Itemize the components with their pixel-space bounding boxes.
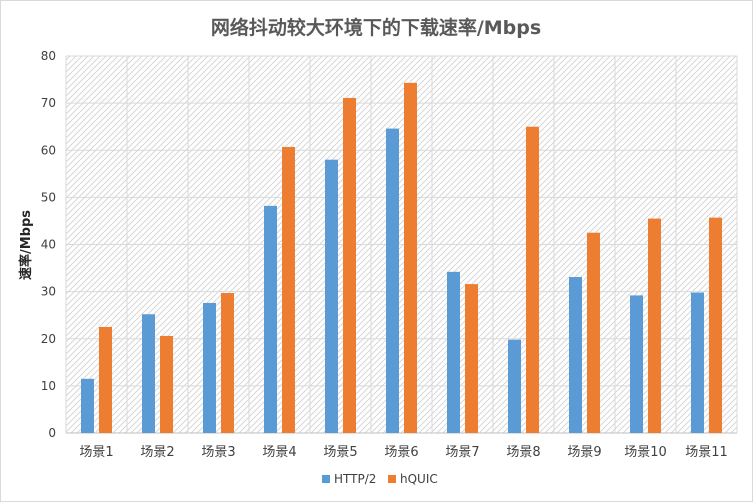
x-tick-label: 场景8 (506, 445, 540, 460)
bar-hquic (282, 146, 295, 434)
x-axis-ticks: 场景1 场景2 场景3 场景4 场景5 场景6 场景7 场景8 场景9 场景10 场景11 (79, 445, 727, 460)
bar-hquic (343, 97, 356, 433)
bar-http2 (142, 314, 155, 433)
bar-http2 (325, 159, 338, 434)
x-tick-label: 场景9 (567, 445, 601, 460)
bar-hquic (404, 82, 417, 433)
x-tick-label: 场景11 (685, 445, 728, 460)
x-tick-label: 场景5 (323, 445, 357, 460)
y-tick-label: 50 (41, 190, 56, 204)
y-axis-ticks: 0 10 20 30 40 50 60 70 80 (41, 49, 56, 440)
bar-http2 (569, 277, 582, 433)
bar-http2 (691, 292, 704, 433)
x-tick-label: 场景4 (262, 445, 296, 460)
y-tick-label: 40 (41, 238, 56, 252)
legend-swatch (322, 475, 330, 483)
x-tick-label: 场景7 (445, 445, 479, 460)
y-tick-label: 20 (41, 332, 56, 346)
bar-http2 (630, 295, 643, 433)
legend-swatch (388, 475, 396, 483)
x-tick-label: 场景1 (79, 445, 113, 460)
bar-http2 (447, 271, 460, 433)
bar-hquic (648, 218, 661, 433)
bar-hquic (99, 326, 112, 433)
x-tick-label: 场景10 (624, 445, 667, 460)
legend-label: HTTP/2 (334, 472, 376, 486)
x-tick-label: 场景3 (201, 445, 235, 460)
bars (81, 82, 722, 434)
y-tick-label: 70 (41, 96, 56, 110)
legend: HTTP/2 hQUIC (322, 472, 438, 486)
gridlines (65, 55, 738, 434)
bar-http2 (386, 128, 399, 433)
bar-http2 (203, 302, 216, 433)
bar-hquic (587, 232, 600, 433)
bar-hquic (526, 126, 539, 433)
bar-http2 (508, 339, 521, 433)
bar-http2 (264, 205, 277, 433)
bar-hquic (709, 217, 722, 433)
y-tick-label: 80 (41, 49, 56, 63)
bar-hquic (221, 293, 234, 433)
bar-http2 (81, 378, 94, 433)
y-axis-label: 速率/Mbps (18, 210, 34, 280)
bar-hquic (465, 284, 478, 433)
bar-hquic (160, 335, 173, 433)
y-tick-label: 10 (41, 379, 56, 393)
chart-title: 网络抖动较大环境下的下载速率/Mbps (211, 16, 541, 39)
x-tick-label: 场景6 (384, 445, 418, 460)
y-tick-label: 60 (41, 143, 56, 157)
y-tick-label: 0 (48, 426, 56, 440)
y-tick-label: 30 (41, 285, 56, 299)
legend-label: hQUIC (400, 472, 438, 486)
x-tick-label: 场景2 (140, 445, 174, 460)
